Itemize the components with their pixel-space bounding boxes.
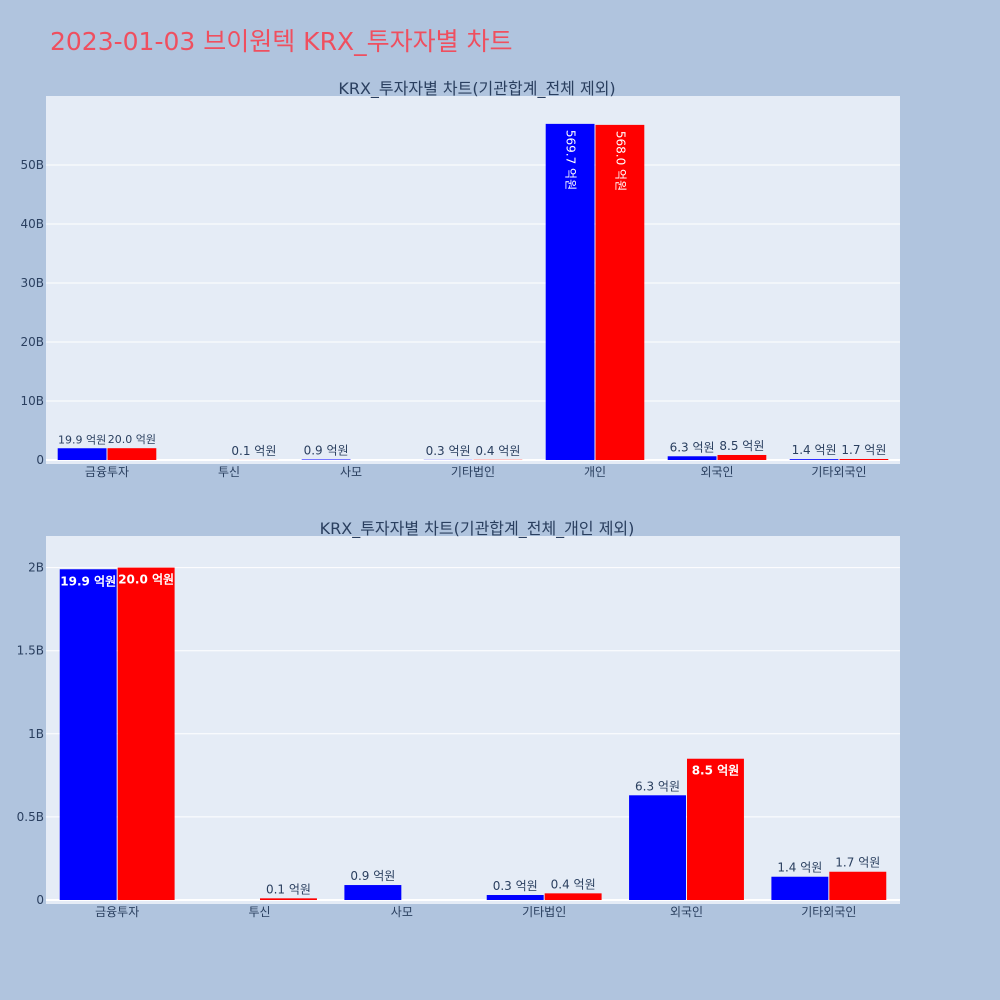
bar [486, 895, 544, 900]
bar [667, 456, 717, 460]
data-label: 0.4 억원 [551, 877, 596, 891]
x-tick-label: 기타법인 [451, 465, 495, 479]
y-tick-label: 1.5B [17, 644, 44, 658]
data-label: 568.0 억원 [613, 131, 627, 191]
bar [595, 124, 645, 460]
y-tick-label: 0 [36, 893, 44, 907]
x-tick-label: 금융투자 [85, 465, 129, 479]
bar [771, 876, 829, 900]
data-label: 8.5 억원 [719, 439, 764, 453]
bar [839, 458, 889, 460]
chart-title: KRX_투자자별 차트(기관합계_전체 제외) [338, 79, 615, 99]
plot-area [46, 96, 900, 464]
data-label: 6.3 억원 [635, 779, 680, 793]
bar [789, 459, 839, 460]
data-label: 19.9 억원 [60, 574, 116, 588]
bar [260, 898, 317, 900]
x-tick-label: 금융투자 [95, 905, 139, 919]
data-label: 0.9 억원 [350, 869, 395, 883]
bar [829, 871, 887, 900]
bar [117, 567, 175, 900]
y-tick-label: 40B [20, 217, 44, 231]
plot-area [46, 536, 900, 904]
y-tick-label: 20B [20, 335, 44, 349]
data-label: 0.4 억원 [475, 444, 520, 458]
data-label: 0.1 억원 [266, 882, 311, 896]
y-tick-label: 0 [36, 453, 44, 467]
y-tick-label: 0.5B [17, 810, 44, 824]
y-tick-label: 2B [28, 561, 44, 575]
data-label: 6.3 억원 [670, 440, 715, 454]
x-tick-label: 사모 [340, 465, 362, 479]
x-tick-label: 사모 [391, 905, 413, 919]
chart-title: KRX_투자자별 차트(기관합계_전체_개인 제외) [320, 519, 635, 539]
bar [544, 893, 602, 900]
data-label: 1.7 억원 [835, 856, 880, 870]
bar [687, 758, 744, 900]
data-label: 0.9 억원 [304, 443, 349, 457]
bar [545, 123, 595, 460]
x-tick-label: 개인 [584, 465, 606, 479]
data-label: 0.1 억원 [231, 444, 276, 458]
x-tick-label: 기타외국인 [801, 905, 856, 919]
chart-1: KRX_투자자별 차트(기관합계_전체 제외) 0 10B 20B 30B 40B 50B 금… [20, 79, 900, 479]
data-label: 1.4 억원 [777, 861, 822, 875]
data-label: 0.3 억원 [493, 879, 538, 893]
data-label: 19.9 억원 [58, 433, 106, 446]
bar [344, 885, 402, 900]
data-label: 20.0 억원 [118, 573, 174, 587]
page-title: 2023-01-03 브이원텍 KRX_투자자별 차트 [50, 27, 513, 56]
y-tick-label: 50B [20, 158, 44, 172]
x-tick-label: 외국인 [670, 905, 703, 919]
chart-2: KRX_투자자별 차트(기관합계_전체_개인 제외) 0 0.5B 1B 1.5B 2B 금… [17, 519, 900, 919]
data-label: 1.4 억원 [792, 443, 837, 457]
bar [59, 569, 117, 900]
bar [629, 795, 686, 900]
x-tick-label: 외국인 [700, 465, 733, 479]
y-tick-label: 1B [28, 727, 44, 741]
data-label: 0.3 억원 [426, 444, 471, 458]
data-label: 569.7 억원 [564, 130, 578, 190]
bar [107, 448, 157, 460]
y-tick-label: 10B [20, 394, 44, 408]
bar [57, 448, 107, 460]
data-label: 20.0 억원 [108, 433, 156, 446]
data-label: 8.5 억원 [692, 764, 740, 778]
y-tick-label: 30B [20, 276, 44, 290]
bar [301, 459, 351, 460]
data-label: 1.7 억원 [841, 443, 886, 457]
x-tick-label: 투신 [218, 465, 240, 479]
x-tick-label: 기타외국인 [811, 465, 866, 479]
x-tick-label: 기타법인 [522, 905, 566, 919]
x-tick-label: 투신 [248, 905, 270, 919]
bar [717, 454, 767, 460]
